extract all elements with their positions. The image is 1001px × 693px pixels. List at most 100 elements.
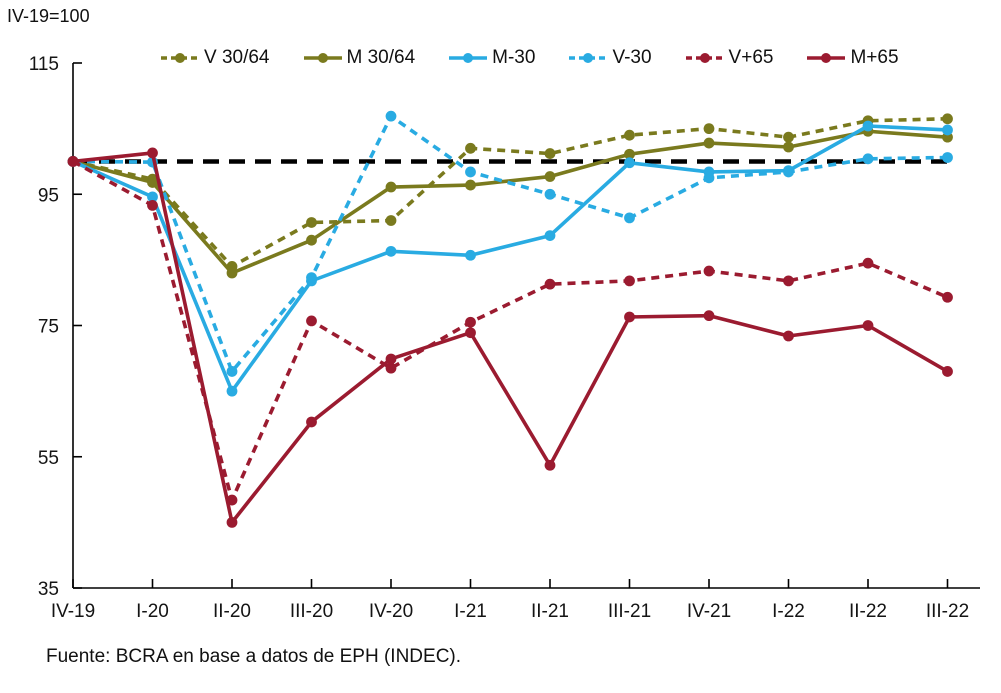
x-tick-label: IV-20	[369, 601, 413, 622]
series-point-v-65-i-20	[147, 200, 158, 211]
x-tick-label: I-20	[136, 601, 169, 622]
series-point-m-65-ii-22	[862, 320, 874, 331]
x-tick-label: II-21	[531, 601, 569, 622]
series-point-v-30-i-22	[783, 166, 794, 178]
series-point-m-65-iv-19	[67, 156, 79, 167]
legend-swatch-m-65	[807, 53, 846, 63]
y-tick-label: 75	[38, 317, 59, 338]
legend-item-m-65: M+65	[806, 47, 899, 69]
series-point-v-65-ii-21	[544, 278, 556, 290]
series-point-m-65-iii-20	[306, 416, 317, 428]
series-point-m-65-iii-22	[942, 366, 953, 377]
line-chart: 35 55 75 95 115 IV-19 I-20 II-20 III-20 IV-20 I-21…	[29, 54, 980, 622]
x-tick-label: I-21	[454, 601, 487, 622]
series-point-v-65-iii-21	[624, 275, 635, 287]
x-tick-label: III-21	[608, 601, 651, 622]
series-point-v-65-iv-20	[385, 362, 397, 374]
series-point-m-30-64-iii-21	[624, 148, 635, 160]
legend-item-v-30: V-30	[568, 47, 652, 69]
series-point-v-30-iv-21	[703, 172, 715, 184]
series-point-m-30-64-iv-20	[385, 181, 397, 193]
axis-unit-label: IV-19=100	[7, 6, 90, 26]
y-tick-label: 55	[38, 448, 59, 469]
series-point-v-30-iv-20	[385, 110, 397, 122]
series-point-v-30-64-iii-21	[624, 129, 635, 141]
series-point-m-65-ii-20	[226, 516, 238, 528]
series-point-m-30-iv-20	[385, 245, 397, 257]
series-point-v-65-ii-22	[862, 257, 874, 269]
series-point-v-30-64-iii-20	[306, 217, 317, 228]
x-tick-label: IV-19	[51, 601, 95, 622]
x-tick-label: IV-21	[687, 601, 731, 622]
series-line-v-30	[72, 114, 948, 374]
series-point-v-30-ii-20	[226, 366, 238, 377]
series-line-m-65	[72, 151, 949, 525]
legend-swatch-m-30-64	[303, 53, 342, 63]
series-point-v-30-ii-22	[862, 153, 874, 165]
legend-label-v-30: V-30	[612, 47, 652, 68]
x-tick-label: III-20	[290, 601, 333, 622]
series-point-m-30-64-iii-20	[306, 234, 317, 246]
x-tick-label: II-22	[849, 601, 887, 622]
series-point-m-30-ii-20	[226, 385, 238, 397]
series-point-m-30-iii-21	[624, 157, 635, 169]
series-point-m-30-i-21	[465, 249, 476, 261]
legend-item-v-30-64: V 30/64	[160, 47, 270, 69]
series-point-m-65-i-21	[465, 327, 476, 339]
series-point-m-65-i-20	[147, 147, 158, 159]
legend-swatch-v-65	[685, 53, 724, 63]
series-point-v-30-i-21	[465, 166, 476, 178]
x-tick-label: II-20	[213, 601, 251, 622]
legend-swatch-v-30	[569, 53, 608, 63]
series-point-m-30-64-i-22	[783, 141, 794, 153]
series-point-m-30-iii-22	[942, 124, 953, 136]
series-point-v-65-i-21	[465, 316, 476, 328]
series-point-v-65-iii-22	[942, 291, 953, 303]
series-point-m-65-iv-21	[703, 310, 715, 322]
legend-item-v-65: V+65	[685, 47, 774, 69]
legend-label-m-30-64: M 30/64	[346, 47, 416, 68]
series-point-m-30-64-i-20	[147, 177, 158, 188]
series-point-v-30-64-iv-20	[385, 215, 397, 226]
legend-item-m-30-64: M 30/64	[303, 47, 416, 69]
series-point-v-30-iii-20	[306, 272, 317, 283]
series-point-m-65-iii-21	[624, 311, 635, 323]
series-point-m-30-64-ii-21	[544, 171, 556, 182]
series-line-m-30	[72, 124, 948, 393]
series-point-v-65-iv-21	[703, 265, 715, 277]
source-note: Fuente: BCRA en base a datos de EPH (IND…	[46, 646, 462, 667]
series-line-m-30-64	[72, 129, 948, 275]
y-tick-label: 95	[38, 185, 59, 206]
series-point-m-65-iv-20	[385, 353, 397, 365]
series-point-v-65-iii-20	[306, 315, 317, 327]
series-point-v-30-ii-21	[544, 188, 556, 200]
series-point-m-30-64-i-21	[465, 179, 476, 191]
series-point-m-30-ii-22	[862, 120, 874, 132]
series-point-m-30-64-ii-20	[226, 267, 238, 279]
legend-swatch-v-30-64	[161, 53, 199, 63]
x-tick-label: III-22	[926, 601, 969, 622]
y-tick-label: 35	[38, 579, 59, 600]
series-point-v-30-64-iv-21	[703, 123, 715, 135]
series-point-v-30-iii-21	[624, 212, 635, 224]
series-point-v-30-iii-22	[942, 152, 953, 163]
series-point-m-65-ii-21	[544, 459, 556, 471]
series-point-v-30-64-iii-22	[942, 113, 953, 125]
series-point-v-30-64-i-21	[465, 142, 476, 154]
series-point-m-30-ii-21	[544, 230, 556, 241]
legend: V 30/64 M 30/64 M-30 V-30 V+65 M+65	[160, 47, 899, 69]
legend-label-v-30-64: V 30/64	[204, 47, 270, 68]
y-tick-label: 115	[29, 54, 59, 75]
series-point-v-30-64-i-22	[783, 131, 794, 143]
legend-label-m-30: M-30	[492, 47, 536, 68]
legend-swatch-m-30	[449, 53, 488, 63]
legend-label-m-65: M+65	[850, 47, 899, 68]
legend-item-m-30: M-30	[448, 47, 535, 69]
series-point-m-65-i-22	[783, 330, 794, 342]
series-point-v-30-64-ii-21	[544, 148, 556, 159]
x-tick-label: I-22	[772, 601, 805, 622]
series-point-m-30-64-iv-21	[703, 137, 715, 149]
legend-label-v-65: V+65	[728, 47, 774, 68]
series-point-m-30-i-20	[147, 191, 158, 203]
